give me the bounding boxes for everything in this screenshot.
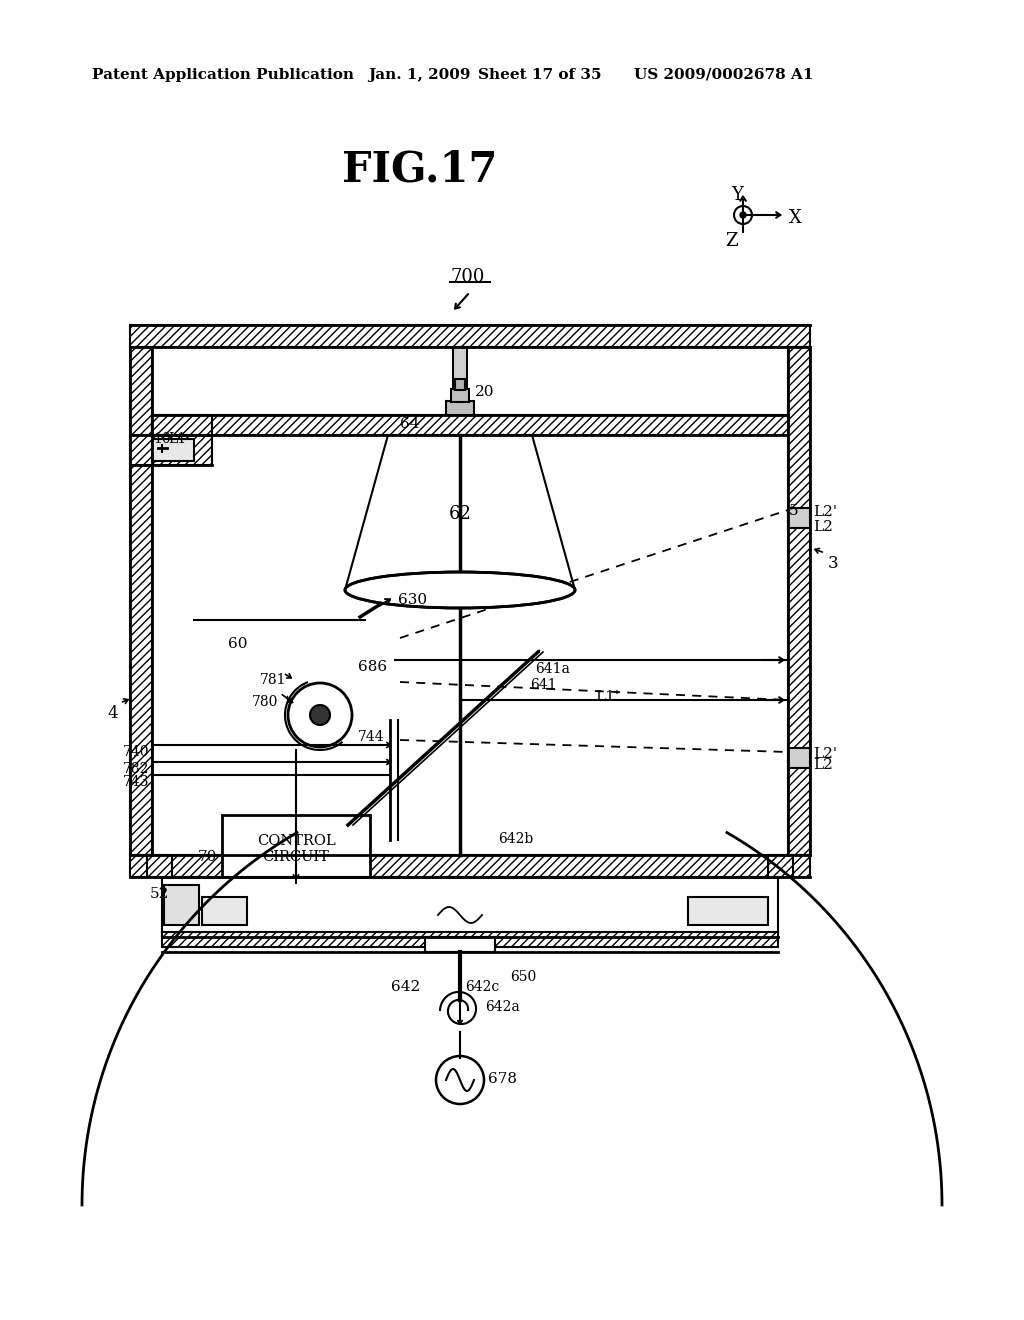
- Text: 70: 70: [198, 850, 217, 865]
- Text: 686: 686: [358, 660, 387, 675]
- Text: 52: 52: [150, 887, 169, 902]
- Text: 781: 781: [259, 673, 286, 686]
- Bar: [788, 508, 810, 528]
- Text: L2: L2: [813, 758, 833, 772]
- Text: L2: L2: [813, 520, 833, 535]
- Bar: [130, 325, 810, 347]
- Text: L1': L1': [595, 690, 618, 704]
- Bar: [222, 814, 370, 883]
- Text: 642a: 642a: [485, 1001, 520, 1014]
- Text: 62: 62: [449, 506, 471, 523]
- Bar: [152, 440, 194, 461]
- Circle shape: [310, 705, 330, 725]
- Text: L2': L2': [813, 506, 837, 519]
- Text: 744: 744: [358, 730, 385, 744]
- Text: 630: 630: [398, 593, 427, 607]
- Text: 641a: 641a: [535, 663, 570, 676]
- Text: X: X: [790, 209, 802, 227]
- Text: 4: 4: [108, 705, 118, 722]
- Bar: [162, 876, 778, 937]
- Text: L2': L2': [813, 747, 837, 762]
- Text: 780: 780: [252, 696, 278, 709]
- Text: 650: 650: [510, 970, 537, 983]
- Bar: [688, 898, 768, 925]
- Text: 642c: 642c: [465, 979, 500, 994]
- Bar: [202, 898, 247, 925]
- Bar: [164, 884, 199, 925]
- Text: 740: 740: [123, 744, 150, 759]
- Bar: [446, 401, 474, 414]
- Bar: [788, 347, 810, 855]
- Text: 60: 60: [228, 638, 248, 651]
- Text: L1: L1: [168, 432, 186, 446]
- Text: 641: 641: [530, 678, 556, 692]
- Bar: [788, 748, 810, 768]
- Text: Jan. 1, 2009: Jan. 1, 2009: [368, 69, 470, 82]
- Text: 782: 782: [123, 762, 150, 776]
- Text: 3: 3: [828, 554, 839, 572]
- Bar: [130, 855, 810, 876]
- Bar: [451, 389, 469, 403]
- Text: Z: Z: [726, 232, 738, 249]
- Text: Y: Y: [731, 186, 743, 205]
- Bar: [425, 937, 495, 952]
- Bar: [152, 414, 212, 436]
- Bar: [130, 347, 152, 855]
- Text: 642b: 642b: [498, 832, 534, 846]
- Text: Sheet 17 of 35: Sheet 17 of 35: [478, 69, 601, 82]
- Text: 5: 5: [790, 504, 799, 517]
- Text: 10: 10: [153, 432, 171, 446]
- Bar: [147, 855, 172, 876]
- Ellipse shape: [345, 572, 575, 609]
- Text: 642: 642: [391, 979, 420, 994]
- Bar: [162, 932, 778, 946]
- Bar: [453, 347, 467, 414]
- Text: 743: 743: [123, 775, 150, 789]
- Text: 678: 678: [488, 1072, 517, 1086]
- Bar: [455, 379, 465, 389]
- Text: US 2009/0002678 A1: US 2009/0002678 A1: [634, 69, 813, 82]
- Text: 64: 64: [400, 417, 420, 432]
- Text: Patent Application Publication: Patent Application Publication: [92, 69, 354, 82]
- Bar: [768, 855, 793, 876]
- Text: 20: 20: [475, 385, 495, 399]
- Text: FIG.17: FIG.17: [342, 148, 498, 190]
- Bar: [152, 414, 788, 436]
- Circle shape: [740, 213, 746, 218]
- Text: CONTROL
CIRCUIT: CONTROL CIRCUIT: [257, 834, 336, 865]
- Text: 700: 700: [451, 268, 485, 286]
- Bar: [130, 436, 212, 465]
